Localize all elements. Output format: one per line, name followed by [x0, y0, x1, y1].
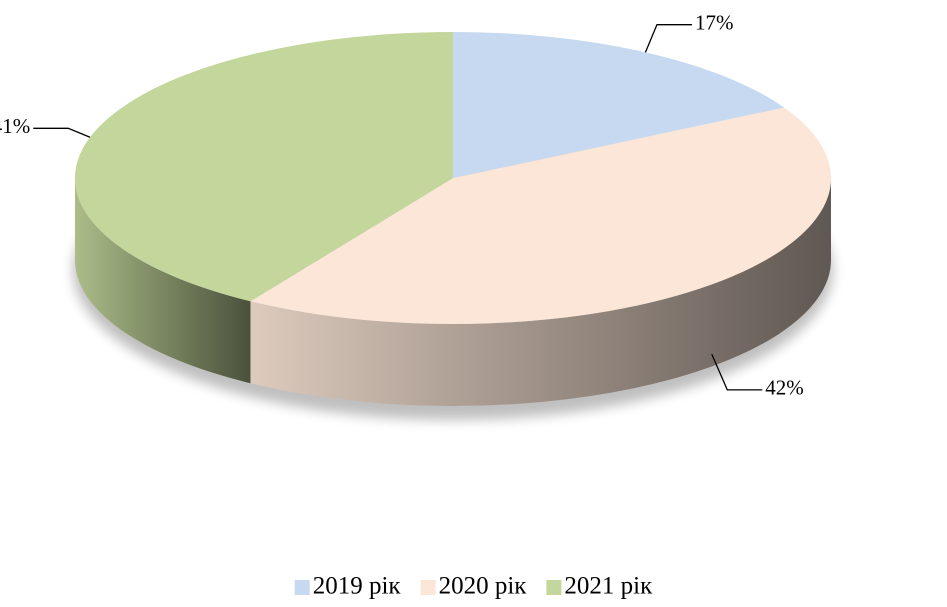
pie-slice	[453, 32, 785, 178]
legend-swatch	[546, 580, 562, 595]
data-label: 42%	[765, 376, 804, 400]
leader-line	[644, 24, 692, 53]
pie-side-shade	[250, 178, 832, 407]
legend-swatch	[294, 580, 310, 595]
legend-label: 2021 рік	[564, 573, 653, 600]
legend-label: 2019 рік	[313, 573, 402, 600]
legend-label: 2020 рік	[439, 573, 528, 600]
leader-line	[711, 353, 763, 391]
pie-slice	[74, 32, 454, 302]
data-label: 41%	[0, 114, 30, 138]
data-label: 17%	[695, 10, 734, 34]
pie-slice	[250, 107, 831, 324]
pie-side-shade	[75, 178, 251, 384]
leader-line	[33, 127, 91, 138]
legend-swatch	[420, 580, 436, 595]
